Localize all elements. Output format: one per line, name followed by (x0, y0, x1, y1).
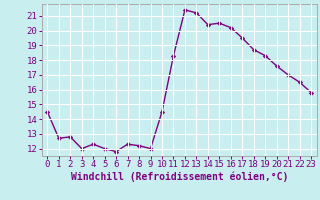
X-axis label: Windchill (Refroidissement éolien,°C): Windchill (Refroidissement éolien,°C) (70, 172, 288, 182)
